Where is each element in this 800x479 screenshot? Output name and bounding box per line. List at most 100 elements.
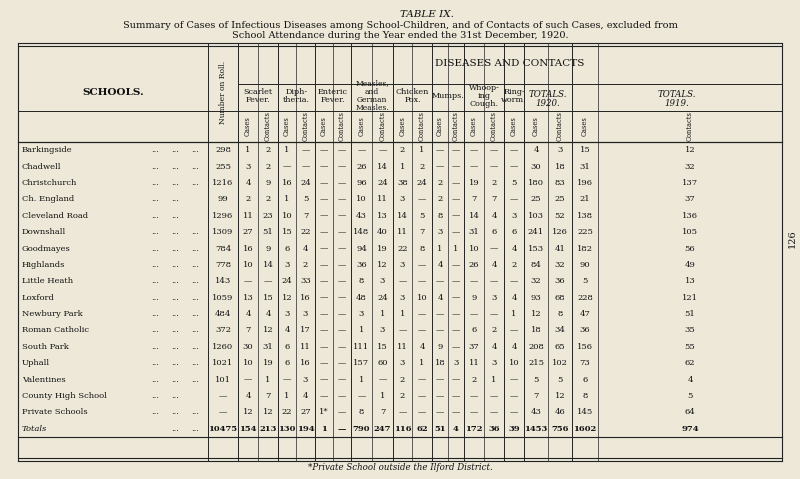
Text: ...: ... [151, 179, 159, 187]
Text: 4: 4 [511, 244, 517, 252]
Text: Christchurch: Christchurch [22, 179, 78, 187]
Text: 3: 3 [380, 327, 385, 334]
Text: 10: 10 [417, 294, 427, 302]
Text: Cases: Cases [358, 116, 366, 137]
Text: Number on Roll.: Number on Roll. [219, 61, 227, 124]
Text: *Private School outside the Ilford District.: *Private School outside the Ilford Distr… [308, 464, 492, 472]
Text: 3: 3 [284, 310, 290, 318]
Text: 3: 3 [400, 195, 405, 204]
Text: —: — [378, 146, 386, 154]
Text: 3: 3 [359, 310, 364, 318]
Text: 83: 83 [554, 179, 566, 187]
Text: 790: 790 [353, 425, 370, 433]
Text: 1: 1 [321, 425, 327, 433]
Text: —: — [338, 376, 346, 384]
Text: —: — [338, 212, 346, 220]
Text: —: — [452, 343, 460, 351]
Text: —: — [452, 195, 460, 204]
Text: ...: ... [191, 409, 199, 416]
Text: —: — [418, 310, 426, 318]
Text: —: — [490, 162, 498, 171]
Text: ...: ... [151, 277, 159, 285]
Text: 156: 156 [577, 343, 593, 351]
Text: Diph-: Diph- [286, 88, 307, 95]
Text: ...: ... [171, 327, 179, 334]
Text: 153: 153 [528, 244, 544, 252]
Text: —: — [452, 294, 460, 302]
Text: ...: ... [191, 376, 199, 384]
Text: —: — [320, 244, 328, 252]
Text: 247: 247 [374, 425, 391, 433]
Text: 6: 6 [491, 228, 497, 236]
Text: 138: 138 [577, 212, 593, 220]
Text: —: — [436, 162, 444, 171]
Text: 15: 15 [377, 343, 388, 351]
Text: ...: ... [151, 195, 159, 204]
Text: —: — [283, 162, 291, 171]
Text: —: — [452, 277, 460, 285]
Text: 116: 116 [394, 425, 411, 433]
Text: 7: 7 [534, 392, 538, 400]
Text: —: — [264, 277, 272, 285]
Text: 143: 143 [215, 277, 231, 285]
Text: ...: ... [171, 244, 179, 252]
Text: 1: 1 [359, 327, 364, 334]
Text: 31: 31 [469, 228, 479, 236]
Text: 6: 6 [471, 327, 477, 334]
Text: —: — [436, 392, 444, 400]
Text: 19: 19 [262, 359, 274, 367]
Text: Chicken: Chicken [396, 88, 429, 95]
Text: 65: 65 [554, 343, 566, 351]
Text: 1296: 1296 [212, 212, 234, 220]
Text: 38: 38 [397, 179, 408, 187]
Text: —: — [320, 146, 328, 154]
Text: 6: 6 [284, 359, 290, 367]
Text: —: — [244, 376, 252, 384]
Text: —: — [452, 212, 460, 220]
Text: 255: 255 [215, 162, 231, 171]
Text: ...: ... [151, 212, 159, 220]
Text: 3: 3 [400, 261, 405, 269]
Text: 4: 4 [511, 343, 517, 351]
Text: ...: ... [191, 327, 199, 334]
Text: Valentines: Valentines [22, 376, 66, 384]
Text: ...: ... [191, 359, 199, 367]
Text: Contacts: Contacts [556, 112, 564, 141]
Text: 1260: 1260 [213, 343, 234, 351]
Text: —: — [470, 277, 478, 285]
Text: 37: 37 [685, 195, 695, 204]
Text: —: — [378, 376, 386, 384]
Text: 2: 2 [246, 195, 250, 204]
Text: 12: 12 [685, 146, 695, 154]
Text: —: — [338, 261, 346, 269]
Text: 27: 27 [300, 409, 311, 416]
Text: 62: 62 [685, 359, 695, 367]
Text: 10: 10 [356, 195, 367, 204]
Text: 16: 16 [282, 179, 292, 187]
Text: —: — [490, 409, 498, 416]
Text: Loxford: Loxford [22, 294, 55, 302]
Text: 1: 1 [284, 195, 290, 204]
Text: Downshall: Downshall [22, 228, 66, 236]
Text: 30: 30 [530, 162, 542, 171]
Text: 4: 4 [491, 212, 497, 220]
Text: 30: 30 [242, 343, 254, 351]
Text: —: — [510, 277, 518, 285]
Text: 99: 99 [218, 195, 228, 204]
Text: 34: 34 [554, 327, 566, 334]
Text: ...: ... [191, 244, 199, 252]
Text: Little Heath: Little Heath [22, 277, 73, 285]
Text: 4: 4 [246, 179, 250, 187]
Text: —: — [470, 162, 478, 171]
Text: Contacts: Contacts [302, 112, 310, 141]
Text: —: — [510, 146, 518, 154]
Text: German: German [357, 95, 387, 103]
Text: ...: ... [151, 376, 159, 384]
Text: 12: 12 [282, 294, 292, 302]
Text: ing: ing [478, 91, 490, 100]
Text: 4: 4 [302, 392, 308, 400]
Text: 3: 3 [400, 359, 405, 367]
Text: 182: 182 [577, 244, 593, 252]
Text: 8: 8 [419, 244, 425, 252]
Text: Barkingside: Barkingside [22, 146, 73, 154]
